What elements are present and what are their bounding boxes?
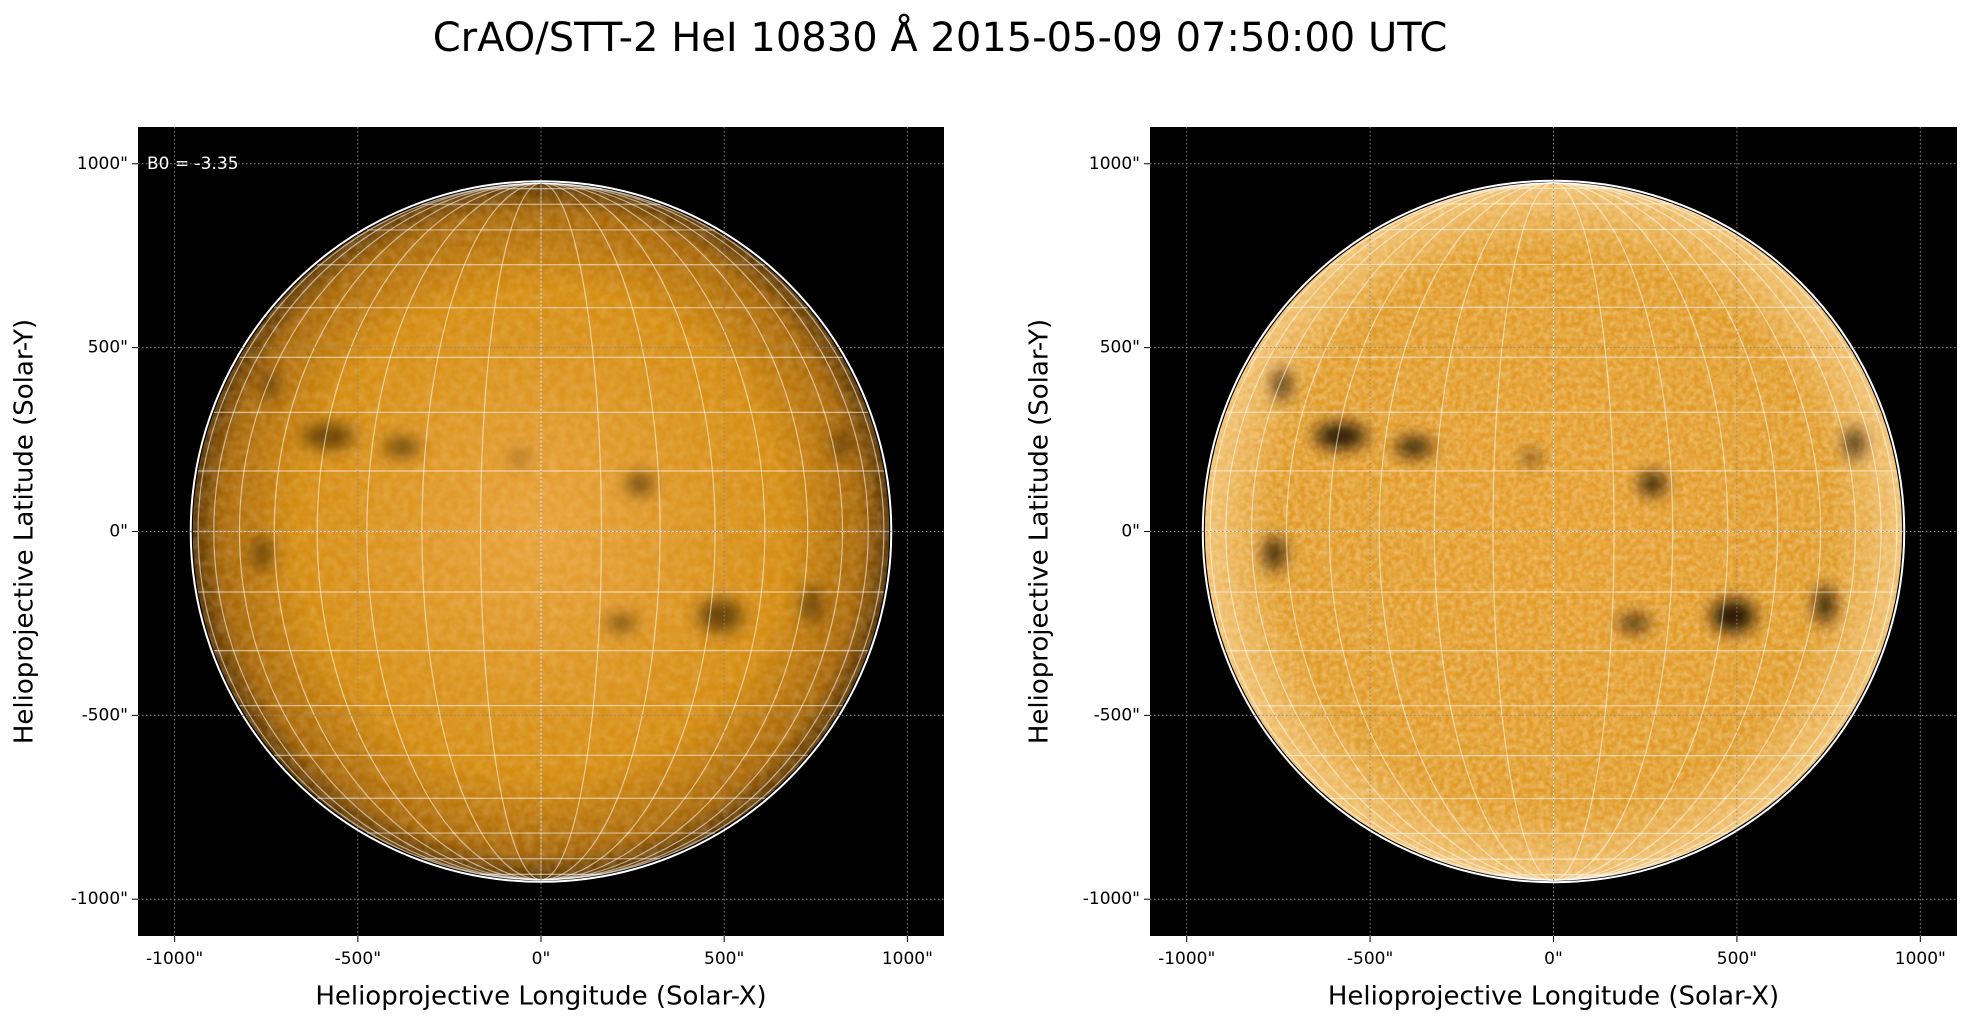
dark-region — [1711, 599, 1756, 633]
y-tick-label: 0" — [1121, 522, 1140, 542]
x-tick-label: 0" — [532, 949, 551, 969]
dark-region — [1815, 586, 1835, 624]
dark-region — [803, 586, 822, 624]
dark-region — [833, 428, 850, 459]
x-tick-label: 0" — [1544, 949, 1563, 969]
image-panel: -1000" -500" 0" 500" 1000" -1000" -500" 0" 500" 1… — [10, 127, 944, 1012]
y-tick-label: -1000" — [1083, 889, 1140, 909]
x-tick-label: -1000" — [1158, 949, 1215, 969]
x-tick-label: 1000" — [1895, 949, 1946, 969]
y-axis-label: Helioprojective Latitude (Solar-Y) — [1025, 319, 1055, 744]
x-tick-label: 500" — [1717, 949, 1757, 969]
dark-region — [1524, 452, 1539, 464]
dark-region — [1395, 437, 1433, 457]
dark-region — [606, 615, 637, 631]
x-tick-label: -1000" — [146, 949, 203, 969]
dark-region — [511, 452, 527, 464]
dark-region — [302, 423, 355, 450]
y-tick-label: 0" — [109, 522, 128, 542]
figure-title: CrAO/STT-2 HeI 10830 Å 2015-05-09 07:50:… — [433, 13, 1448, 61]
x-tick-label: -500" — [335, 949, 381, 969]
dark-region — [1639, 472, 1666, 495]
dark-region — [698, 599, 743, 633]
x-axis-label: Helioprojective Longitude (Solar-X) — [315, 982, 766, 1012]
y-tick-label: -500" — [1094, 705, 1140, 725]
active-regions — [1265, 370, 1863, 633]
dark-region — [1274, 370, 1290, 400]
y-tick-label: -1000" — [71, 889, 128, 909]
x-axis-label: Helioprojective Longitude (Solar-X) — [1328, 982, 1779, 1012]
dark-region — [627, 472, 653, 495]
x-tick-label: 1000" — [882, 949, 933, 969]
active-regions — [253, 370, 850, 633]
y-tick-label: -500" — [82, 705, 128, 725]
y-tick-label: 500" — [1100, 338, 1140, 358]
dark-region — [262, 370, 278, 400]
dark-region — [1846, 428, 1863, 459]
y-tick-label: 500" — [88, 338, 128, 358]
dark-region — [1619, 615, 1649, 631]
dark-region — [1265, 537, 1284, 571]
image-panel: -1000" -500" 0" 500" 1000" -1000" -500" 0" 500" 1… — [1025, 127, 1957, 1012]
dark-region — [253, 536, 272, 570]
x-tick-label: 500" — [704, 949, 744, 969]
x-tick-label: -500" — [1347, 949, 1393, 969]
dark-region — [1314, 423, 1367, 449]
y-tick-label: 1000" — [1089, 154, 1140, 174]
annotation: B0 = -3.35 — [147, 154, 239, 174]
y-axis-label: Helioprojective Latitude (Solar-Y) — [10, 319, 40, 744]
dark-region — [383, 438, 421, 457]
y-tick-label: 1000" — [77, 154, 128, 174]
